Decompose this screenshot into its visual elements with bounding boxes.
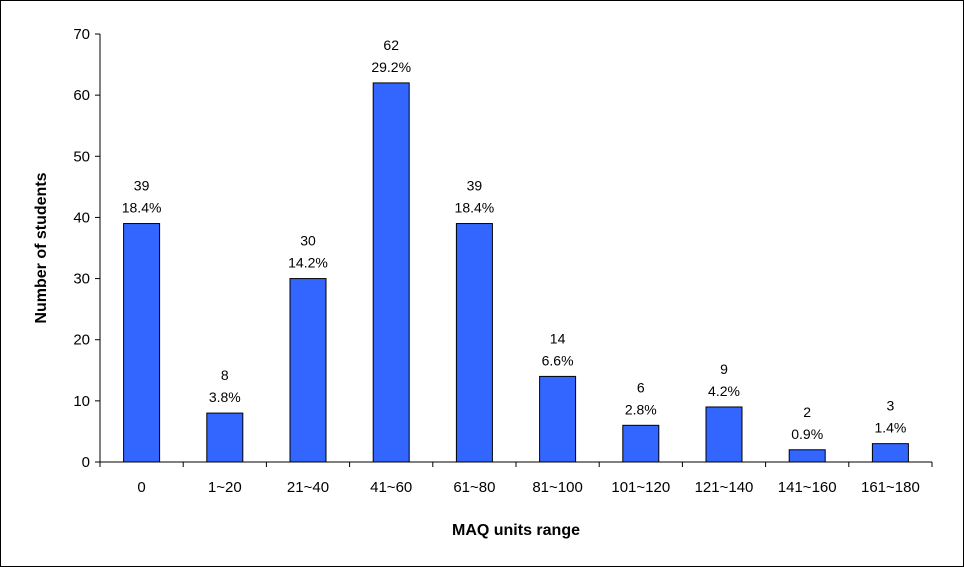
x-axis-ticks: 0 1~20 21~40 41~60 61~80 81~100 101~120 121~140…	[99, 462, 933, 496]
bar-count-label: 30	[300, 233, 316, 249]
bar-count-label: 14	[550, 330, 566, 346]
x-tick-label: 161~180	[861, 479, 920, 496]
bar-41~60	[372, 82, 410, 463]
bar-count-label: 8	[221, 367, 229, 383]
y-tick-label: 60	[73, 87, 90, 104]
x-tick-label: 121~140	[695, 479, 754, 496]
x-tick-label: 1~20	[208, 479, 242, 496]
y-tick-label: 10	[73, 393, 90, 410]
y-tick-label: 30	[73, 271, 90, 288]
bar-count-label: 39	[134, 178, 150, 194]
bar-0	[123, 223, 161, 463]
y-tick-label: 70	[73, 26, 90, 43]
bar-161~180	[871, 443, 909, 463]
bar-percent-label: 6.6%	[542, 352, 574, 368]
bar-1~20	[206, 412, 244, 463]
bar-21~40	[289, 278, 327, 463]
bar-count-label: 9	[720, 361, 728, 377]
bar-count-label: 39	[467, 178, 483, 194]
bar-count-label: 6	[637, 379, 645, 395]
bar-121~140	[705, 406, 743, 463]
x-tick-label: 81~100	[532, 479, 582, 496]
bar-percent-label: 0.9%	[791, 426, 823, 442]
bar-percent-label: 2.8%	[625, 401, 657, 417]
y-axis-ticks: 0 10 20 30 40 50 60 70	[73, 26, 100, 471]
bar-percent-label: 1.4%	[874, 420, 906, 436]
bar-count-label: 2	[803, 404, 811, 420]
x-tick-label: 0	[137, 479, 145, 496]
bar-percent-label: 4.2%	[708, 383, 740, 399]
x-tick-label: 101~120	[611, 479, 670, 496]
x-axis-title: MAQ units range	[452, 522, 580, 539]
y-tick-label: 20	[73, 332, 90, 349]
data-labels: 18.4%393.8%814.2%3029.2%6218.4%396.6%142…	[122, 37, 907, 442]
x-tick-label: 61~80	[453, 479, 495, 496]
x-tick-label: 41~60	[370, 479, 412, 496]
bar-percent-label: 14.2%	[288, 255, 328, 271]
y-tick-label: 50	[73, 148, 90, 165]
bar-percent-label: 18.4%	[122, 200, 162, 216]
bar-percent-label: 29.2%	[371, 59, 411, 75]
bar-81~100	[539, 375, 577, 463]
bar-percent-label: 3.8%	[209, 389, 241, 405]
bar-61~80	[455, 223, 493, 463]
x-tick-label: 141~160	[778, 479, 837, 496]
y-tick-label: 40	[73, 209, 90, 226]
y-axis-title: Number of students	[33, 172, 50, 323]
bar-141~160	[788, 449, 826, 463]
x-tick-label: 21~40	[287, 479, 329, 496]
bar-percent-label: 18.4%	[455, 200, 495, 216]
bar-count-label: 62	[383, 37, 399, 53]
bars	[123, 82, 909, 463]
bar-101~120	[622, 424, 660, 463]
y-tick-label: 0	[82, 454, 90, 471]
bar-count-label: 3	[887, 398, 895, 414]
